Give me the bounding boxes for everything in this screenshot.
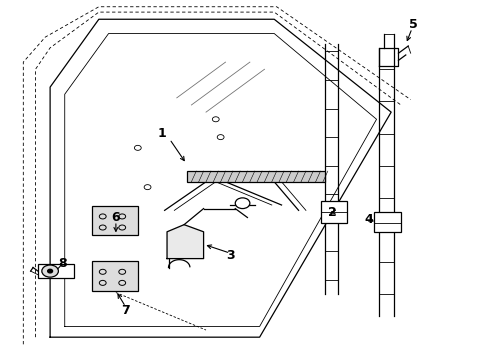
Bar bbox=[38, 264, 74, 278]
Text: 1: 1 bbox=[158, 127, 167, 140]
Circle shape bbox=[235, 198, 250, 208]
Text: 3: 3 bbox=[226, 248, 235, 261]
Text: 2: 2 bbox=[328, 206, 337, 219]
Bar bbox=[187, 171, 325, 182]
Text: 4: 4 bbox=[365, 213, 373, 226]
Bar bbox=[92, 206, 138, 235]
Text: 7: 7 bbox=[121, 304, 130, 317]
Polygon shape bbox=[167, 225, 203, 258]
Text: 6: 6 bbox=[112, 211, 120, 224]
Bar bbox=[374, 212, 401, 232]
Text: 5: 5 bbox=[409, 18, 417, 31]
Circle shape bbox=[48, 269, 52, 273]
Circle shape bbox=[42, 265, 58, 277]
Bar bbox=[92, 261, 138, 291]
Text: 8: 8 bbox=[58, 257, 67, 270]
Bar bbox=[320, 202, 347, 223]
